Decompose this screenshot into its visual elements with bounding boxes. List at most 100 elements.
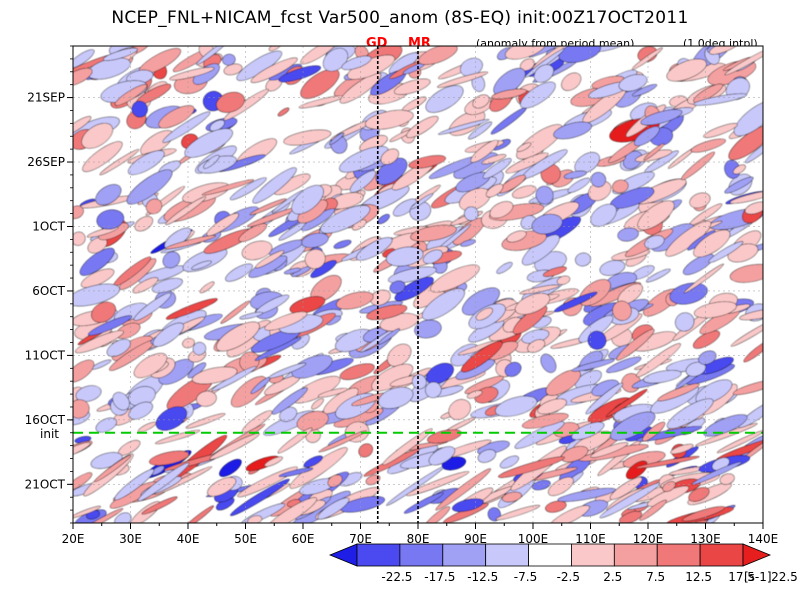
anomaly-patch — [689, 192, 711, 209]
anomaly-patch — [738, 400, 763, 428]
anomaly-patch — [382, 428, 433, 466]
y-axis: 21SEP 26SEP 1OCT 6OCT 11OCT 16OCT 21OCT — [25, 45, 73, 524]
x-tick-label: 40E — [177, 532, 200, 546]
anomaly-patch — [499, 455, 519, 469]
anomaly-patch — [133, 353, 168, 378]
anomaly-patch — [196, 46, 230, 66]
anomaly-patch — [131, 100, 148, 118]
x-tick-label: 110E — [575, 532, 606, 546]
anomaly-patch — [149, 450, 190, 466]
anomaly-patch — [278, 467, 314, 478]
anomaly-patch — [693, 229, 731, 258]
anomaly-patch — [618, 74, 648, 92]
anomaly-patch — [683, 263, 724, 294]
reference-lines — [376, 46, 419, 523]
colorbar-label: -2.5 — [556, 570, 581, 584]
anomaly-patch — [729, 264, 763, 283]
anomaly-patch — [238, 223, 268, 242]
anomaly-patch — [410, 193, 434, 210]
anomaly-patch — [470, 139, 499, 163]
anomaly-patch — [504, 46, 546, 60]
anomaly-patch — [182, 338, 195, 349]
anomaly-patch — [241, 240, 273, 261]
anomaly-patch — [283, 129, 332, 146]
anomaly-patch — [377, 328, 400, 345]
anomaly-patch — [585, 382, 624, 415]
colorbar-arrow-low — [328, 543, 358, 567]
anomaly-patch — [428, 446, 456, 466]
anomaly-patch — [698, 350, 717, 365]
anomaly-patch — [327, 474, 343, 488]
x-tick-label: 20E — [62, 532, 85, 546]
anomaly-patch — [703, 414, 748, 437]
anomaly-patch — [300, 46, 338, 65]
anomaly-patch — [73, 283, 120, 307]
colorbar-segment — [613, 543, 658, 567]
anomaly-patch — [220, 300, 250, 324]
anomaly-patch — [145, 198, 163, 215]
anomaly-patch — [311, 398, 324, 410]
anomaly-patch — [537, 398, 567, 415]
anomaly-patch — [271, 387, 308, 415]
anomaly-patch — [192, 342, 207, 356]
anomaly-patch — [495, 505, 541, 521]
colorbar-segment — [442, 543, 487, 567]
anomaly-patch — [406, 471, 470, 496]
anomaly-patch — [229, 177, 267, 201]
anomaly-patch — [184, 128, 233, 158]
anomaly-patch — [394, 276, 434, 302]
anomaly-patch — [728, 125, 763, 160]
anomaly-patch — [460, 239, 476, 247]
anomaly-patch — [637, 200, 675, 231]
anomaly-patch — [303, 455, 323, 468]
anomaly-patch — [203, 154, 220, 169]
anomaly-patch — [421, 288, 465, 321]
anomaly-patch — [389, 280, 406, 294]
init-label: init — [40, 427, 59, 441]
anomaly-patch — [639, 499, 667, 521]
anomaly-patch — [703, 123, 738, 138]
anomaly-patch — [216, 321, 260, 352]
anomaly-patch — [73, 49, 95, 69]
anomaly-patch — [636, 425, 703, 442]
x-tick-label: 70E — [349, 532, 372, 546]
colorbar-segment — [699, 543, 744, 567]
x-tick-label: 50E — [234, 532, 257, 546]
anomaly-patch — [590, 172, 606, 188]
anomaly-patch — [693, 83, 723, 103]
anomaly-patch — [410, 224, 457, 242]
anomaly-patch — [73, 359, 95, 383]
anomaly-patch — [545, 500, 567, 513]
anomaly-patch — [498, 456, 565, 478]
anomaly-patch — [277, 427, 313, 454]
anomaly-patch — [682, 253, 715, 275]
anomaly-patch — [114, 512, 132, 523]
anomaly-patch — [733, 100, 763, 137]
anomaly-patch — [102, 47, 138, 61]
y-tick-label: 6OCT — [32, 284, 65, 298]
anomaly-patch — [219, 458, 242, 477]
anomaly-patch — [165, 196, 207, 226]
anomaly-patch — [557, 487, 616, 502]
anomaly-patch — [657, 383, 700, 402]
anomaly-patch — [522, 413, 569, 429]
anomaly-patch — [468, 121, 493, 140]
anomaly-patch — [333, 239, 352, 249]
anomaly-patch — [165, 298, 218, 320]
colorbar-segment — [485, 543, 529, 567]
anomaly-patch — [590, 203, 617, 227]
anomaly-patch — [693, 93, 747, 106]
anomaly-patch — [206, 213, 239, 237]
anomaly-patch — [681, 151, 715, 181]
anomaly-patch — [268, 362, 307, 379]
colorbar-segment — [528, 543, 572, 567]
anomaly-patch — [619, 510, 642, 523]
anomaly-patch — [717, 430, 763, 454]
anomaly-patch — [209, 433, 260, 460]
anomaly-patch — [514, 292, 551, 315]
anomaly-patch — [79, 247, 115, 276]
anomaly-patch — [94, 454, 132, 483]
colorbar-segment — [356, 543, 401, 567]
anomaly-patch — [643, 370, 682, 384]
colorbar-arrow-high — [742, 543, 772, 567]
